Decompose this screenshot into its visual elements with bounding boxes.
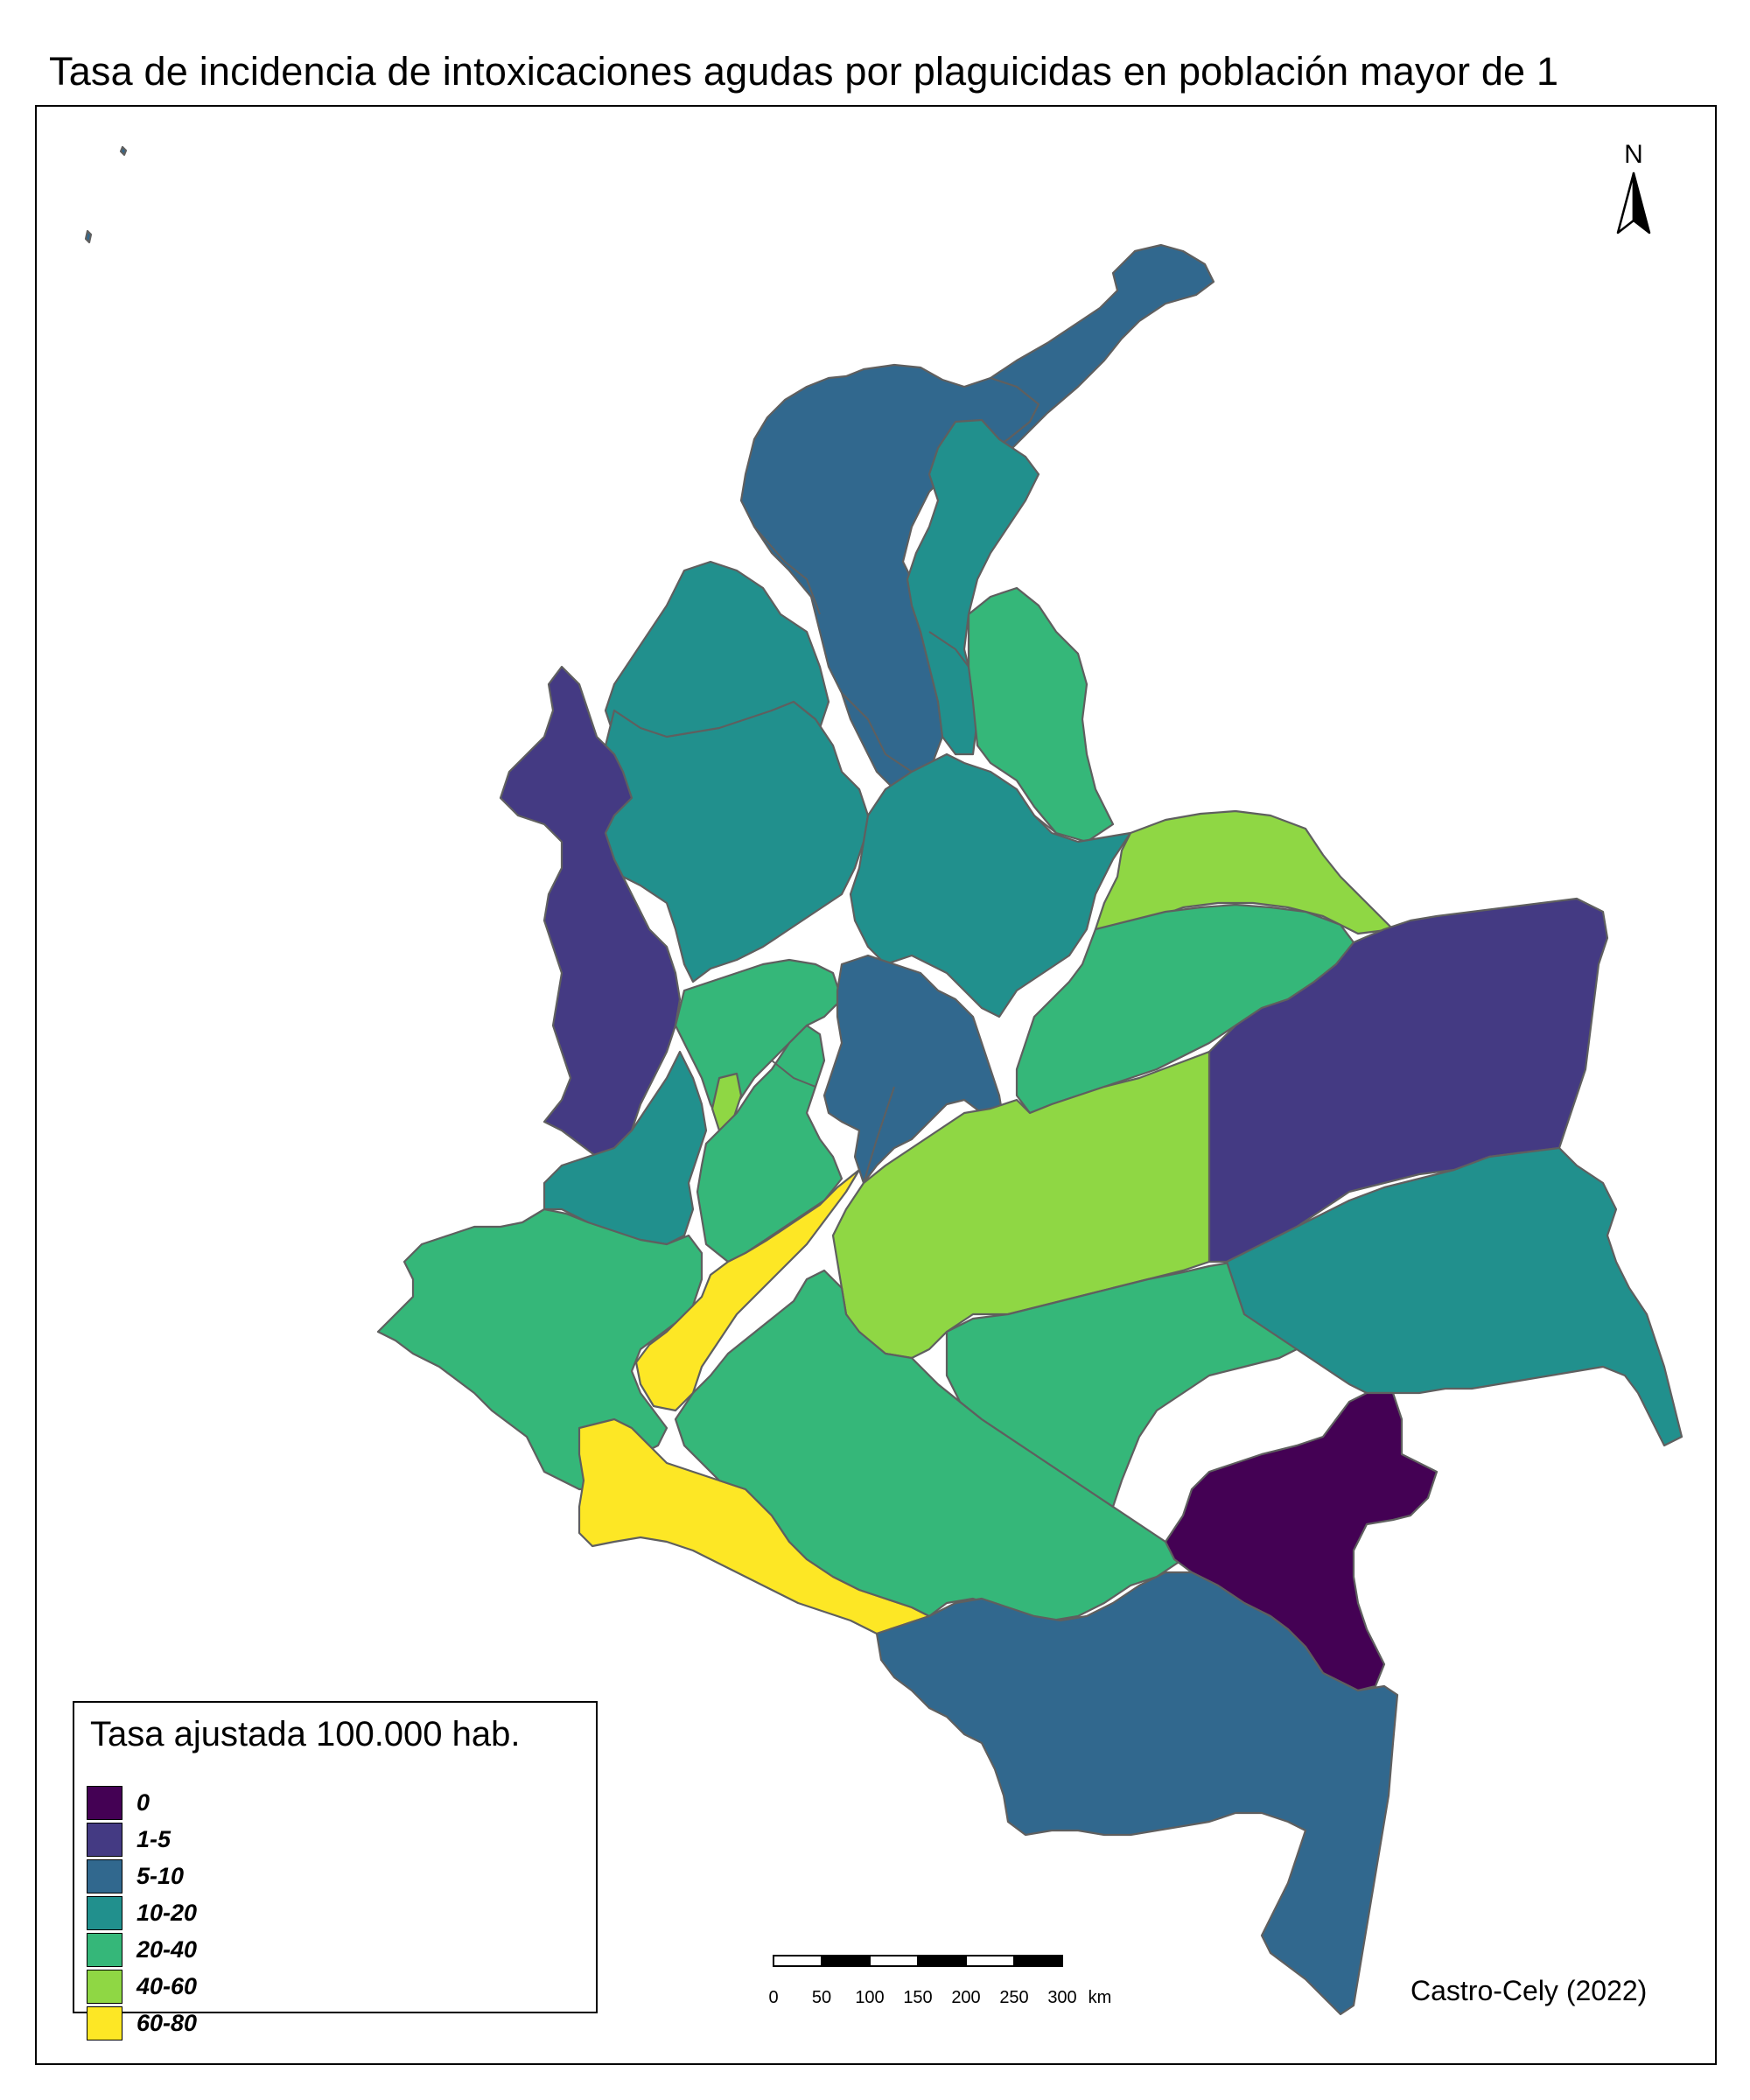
legend-title: Tasa ajustada 100.000 hab. bbox=[90, 1715, 521, 1754]
region-choco bbox=[499, 665, 682, 1158]
region-casanare bbox=[1015, 903, 1355, 1115]
region-arauca bbox=[1094, 809, 1395, 935]
legend-item: 60-80 bbox=[87, 2006, 197, 2040]
region-guaviare bbox=[945, 1260, 1342, 1508]
island-providencia bbox=[84, 229, 93, 244]
legend-label: 1-5 bbox=[136, 1826, 172, 1852]
map-frame: N Tasa ajustada 100.000 hab. 0 1-5 5-10 … bbox=[35, 105, 1717, 2065]
legend-item: 1-5 bbox=[87, 1823, 171, 1857]
north-arrow-icon bbox=[1616, 172, 1651, 234]
region-huila bbox=[634, 1168, 861, 1412]
legend-label: 0 bbox=[136, 1789, 150, 1816]
legend-item: 5-10 bbox=[87, 1859, 184, 1894]
region-boyaca-cundinamarca bbox=[822, 954, 1005, 1185]
legend-swatch bbox=[87, 1786, 122, 1820]
scale-tick-0: 0 bbox=[768, 1988, 779, 2007]
legend-label: 40-60 bbox=[136, 1973, 198, 1999]
map-credit: Castro-Cely (2022) bbox=[1410, 1975, 1648, 2006]
region-cauca bbox=[376, 1208, 704, 1491]
legend-label: 20-40 bbox=[136, 1936, 198, 1963]
scale-unit: km bbox=[1088, 1988, 1112, 2007]
legend-item: 20-40 bbox=[87, 1933, 197, 1967]
island-san-andres bbox=[119, 145, 128, 157]
scale-tick-50: 50 bbox=[811, 1988, 832, 2007]
map-title: Tasa de incidencia de intoxicaciones agu… bbox=[49, 49, 1559, 94]
legend-item: 40-60 bbox=[87, 1970, 197, 2004]
region-valle bbox=[542, 1050, 708, 1246]
legend-swatch bbox=[87, 2006, 122, 2040]
region-cesar bbox=[906, 418, 1040, 756]
scale-tick-200: 200 bbox=[951, 1988, 981, 2007]
north-arrow-label: N bbox=[1624, 140, 1643, 169]
region-norte-santander bbox=[967, 586, 1115, 844]
legend-label: 60-80 bbox=[136, 2010, 198, 2036]
legend-swatch bbox=[87, 1859, 122, 1894]
legend-label: 10-20 bbox=[136, 1900, 198, 1926]
scale-tick-250: 250 bbox=[999, 1988, 1029, 2007]
legend-item: 10-20 bbox=[87, 1896, 197, 1930]
legend-swatch bbox=[87, 1970, 122, 2004]
region-tolima bbox=[696, 1024, 844, 1264]
legend-label: 5-10 bbox=[136, 1863, 185, 1889]
map-legend: Tasa ajustada 100.000 hab. 0 1-5 5-10 10… bbox=[73, 1701, 598, 2040]
legend-swatch bbox=[87, 1823, 122, 1857]
legend-swatch bbox=[87, 1933, 122, 1967]
map-canvas bbox=[84, 145, 1684, 2016]
scale-tick-300: 300 bbox=[1047, 1988, 1077, 2007]
scale-tick-100: 100 bbox=[855, 1988, 885, 2007]
scale-bar bbox=[773, 1955, 1063, 1967]
legend-swatch bbox=[87, 1896, 122, 1930]
scale-tick-150: 150 bbox=[903, 1988, 933, 2007]
legend-item: 0 bbox=[87, 1786, 150, 1820]
region-amazonas bbox=[875, 1571, 1399, 2016]
